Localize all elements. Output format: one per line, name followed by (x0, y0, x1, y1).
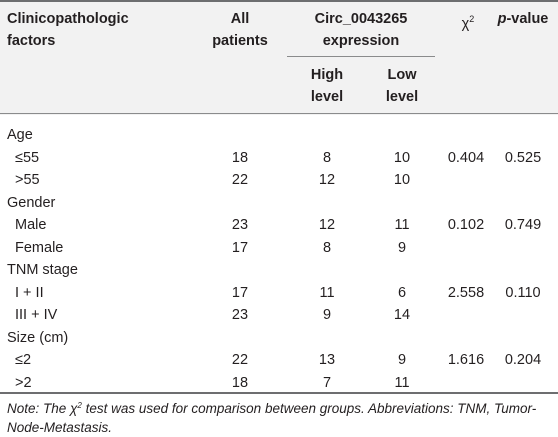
cell-high: 13 (318, 352, 336, 368)
cell-all: 18 (231, 374, 249, 391)
cell-all: 22 (231, 352, 249, 368)
header-circ-line2: expression (322, 33, 400, 49)
cell-all: 23 (231, 307, 249, 323)
cell-label: Male (15, 217, 47, 233)
cell-high: 8 (322, 149, 332, 166)
cell-all: 17 (231, 284, 249, 301)
header-bottom-rule (0, 113, 558, 114)
cell-label: TNM stage (7, 262, 78, 278)
cell-label: >2 (15, 374, 32, 391)
cell-all: 22 (231, 172, 249, 188)
header-p-value: p-value (488, 8, 558, 30)
cell-all: 23 (231, 217, 249, 233)
header-high-line2: level (310, 89, 344, 105)
header-low-line1: Low (387, 67, 417, 83)
cell-label: ≤55 (15, 149, 40, 166)
cell-label: III + IV (15, 307, 58, 323)
cell-low: 9 (397, 239, 407, 256)
header-factors-line1: Clinicopathologic (7, 11, 129, 27)
cell-label: Gender (7, 194, 56, 211)
cell-chi: 1.616 (447, 352, 485, 368)
header-high-level: High level (287, 64, 367, 108)
cell-low: 11 (394, 374, 410, 391)
note-part2: test was used for comparison between gro… (7, 401, 537, 435)
table-row: >55 22 12 10 (0, 169, 558, 191)
table-row: III + IV 23 9 14 (0, 304, 558, 326)
header-p-rest: -value (506, 11, 549, 27)
table-row: Female 17 8 9 (0, 237, 558, 259)
header-circ-expression: Circ_0043265 expression (287, 8, 435, 52)
cell-all: 18 (231, 149, 249, 166)
note-exponent: 2 (77, 401, 82, 410)
table-row: I + II 17 11 6 2.558 0.110 (0, 282, 558, 304)
cell-high: 12 (318, 217, 336, 233)
cell-high: 7 (322, 374, 332, 391)
header-chi-square: χ2 (447, 8, 489, 35)
table-top-rule (0, 0, 558, 2)
cell-low: 9 (397, 352, 407, 368)
header-all-patients: All patients (190, 8, 290, 52)
cell-all: 17 (231, 239, 249, 256)
table-row: ≤2 22 13 9 1.616 0.204 (0, 349, 558, 371)
header-factors-line2: factors (7, 33, 56, 49)
cell-chi: 2.558 (447, 284, 485, 301)
header-chi-symbol: χ (461, 16, 470, 32)
table-row: Age (0, 124, 558, 146)
table-bottom-rule (0, 392, 558, 394)
cell-label: Female (15, 239, 64, 256)
table-header (0, 0, 558, 115)
cell-label: Age (7, 127, 33, 143)
cell-low: 11 (394, 217, 410, 233)
cell-high: 12 (318, 172, 336, 188)
cell-low: 6 (397, 284, 407, 301)
cell-p: 0.204 (504, 352, 542, 368)
cell-high: 11 (319, 284, 335, 301)
table-row: >2 18 7 11 (0, 372, 558, 394)
header-chi-exponent: 2 (469, 14, 475, 24)
header-sub-rule (287, 56, 435, 57)
cell-chi: 0.102 (447, 217, 485, 233)
table-row: ≤55 18 8 10 0.404 0.525 (0, 147, 558, 169)
cell-p: 0.749 (504, 217, 542, 233)
cell-chi: 0.404 (447, 149, 485, 166)
table-row: Male 23 12 11 0.102 0.749 (0, 214, 558, 236)
header-all-line2: patients (212, 33, 268, 49)
header-p-italic: p (497, 11, 507, 27)
table-note: Note: The χ2 test was used for compariso… (7, 396, 555, 437)
table-row: Gender (0, 192, 558, 214)
cell-label: ≤2 (15, 352, 32, 368)
cell-high: 9 (322, 307, 332, 323)
cell-low: 14 (393, 307, 411, 323)
cell-p: 0.525 (504, 149, 542, 166)
cell-label: Size (cm) (7, 329, 69, 346)
table-row: Size (cm) (0, 327, 558, 349)
cell-low: 10 (393, 172, 411, 188)
header-circ-line1: Circ_0043265 (314, 11, 408, 27)
cell-high: 8 (322, 239, 332, 256)
cell-p: 0.110 (505, 284, 541, 301)
cell-label: >55 (15, 172, 40, 188)
header-high-line1: High (310, 67, 344, 83)
note-part1: Note: The χ (7, 401, 78, 416)
header-factors: Clinicopathologic factors (7, 8, 177, 52)
table-row: TNM stage (0, 259, 558, 281)
header-low-level: Low level (362, 64, 442, 108)
cell-low: 10 (393, 149, 411, 166)
header-all-line1: All (230, 11, 250, 27)
header-low-line2: level (385, 89, 419, 105)
cell-label: I + II (15, 284, 44, 301)
